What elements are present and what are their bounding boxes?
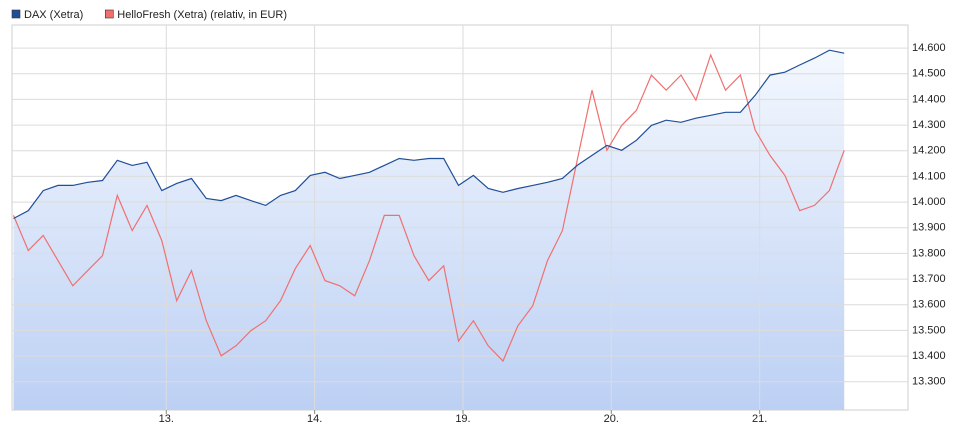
legend-swatch [104, 9, 114, 19]
y-tick-label: 13.300 [912, 376, 946, 388]
line [13, 49, 845, 220]
x-tick-label: 14. [307, 413, 322, 425]
y-tick-label: 14.100 [912, 170, 946, 182]
y-tick-label: 14.300 [912, 119, 946, 131]
y-tick-label: 13.700 [912, 273, 946, 285]
legend-swatch [11, 9, 21, 19]
x-tick-label: 13. [159, 413, 174, 425]
y-tick-label: 13.600 [912, 299, 946, 311]
line [12, 53, 845, 363]
y-tick-label: 13.900 [912, 222, 946, 234]
y-tick-label: 14.600 [912, 42, 946, 54]
y-tick-label: 13.500 [912, 324, 946, 336]
legend-label: HelloFresh (Xetra) (relativ, in EUR) [117, 9, 287, 21]
y-tick-label: 13.800 [912, 247, 946, 259]
y-tick-label: 13.400 [912, 350, 946, 362]
legend-label: DAX (Xetra) [24, 9, 83, 21]
x-tick-label: 21. [752, 413, 767, 425]
y-tick-label: 14.000 [912, 196, 946, 208]
y-tick-label: 14.200 [912, 145, 946, 157]
area [13, 50, 845, 410]
y-tick-label: 14.500 [912, 68, 946, 80]
x-tick-label: 20. [604, 413, 619, 425]
y-tick-label: 14.400 [912, 93, 946, 105]
x-tick-label: 19. [455, 413, 470, 425]
